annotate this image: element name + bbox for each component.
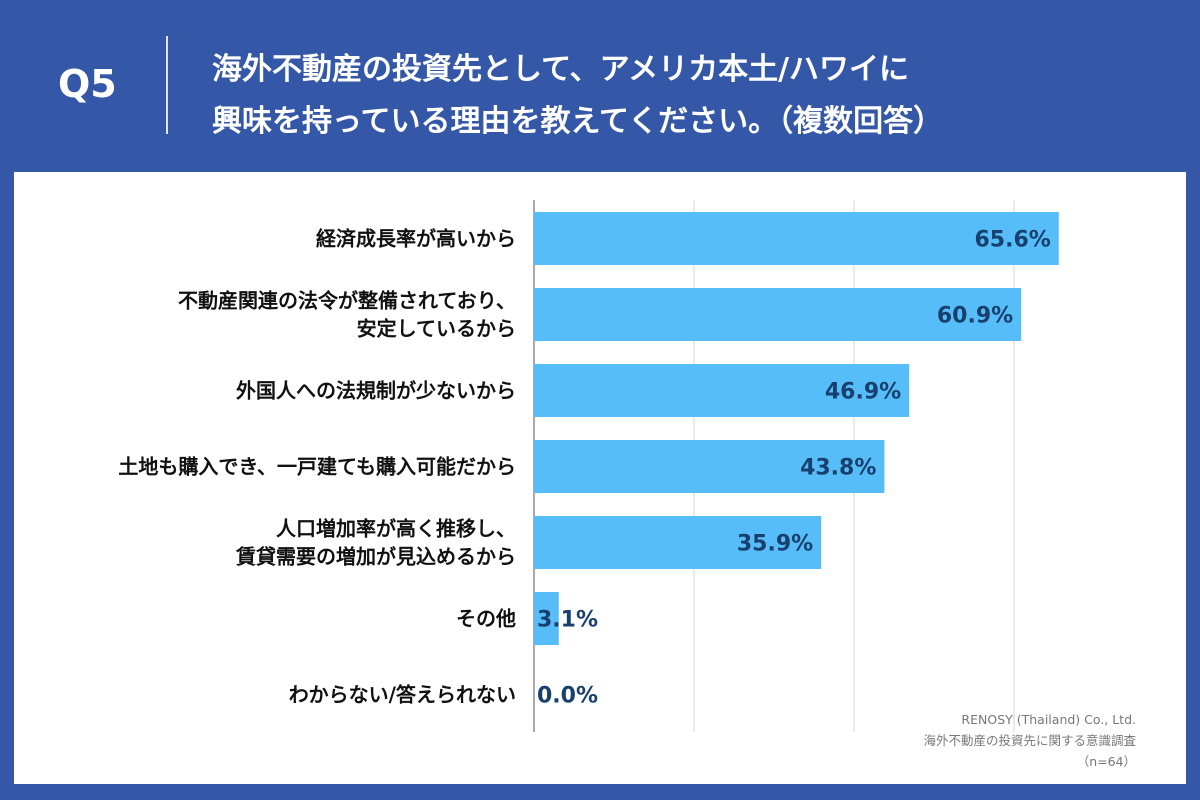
bar-value-label: 35.9%: [737, 532, 813, 557]
bar-value-label: 46.9%: [825, 380, 901, 405]
question-title-line1: 海外不動産の投資先として、アメリカ本土/ハワイに: [212, 52, 910, 87]
source-note: RENOSY (Thailand) Co., Ltd. 海外不動産の投資先に関す…: [923, 709, 1136, 772]
bar-value-label: 3.1%: [537, 608, 598, 633]
source-sample: （n=64）: [1076, 754, 1136, 769]
bar-value-label: 0.0%: [537, 684, 598, 709]
source-survey: 海外不動産の投資先に関する意識調査: [923, 733, 1136, 748]
bar: [534, 288, 1022, 341]
category-label: その他: [456, 607, 516, 631]
category-label: 経済成長率が高いから: [316, 227, 516, 251]
category-label: 不動産関連の法令が整備されており、安定しているから: [178, 289, 516, 341]
bar: [534, 212, 1059, 265]
bar: [534, 516, 822, 569]
bar: [534, 364, 910, 417]
bar-value-label: 43.8%: [800, 456, 876, 481]
category-label: 外国人への法規制が少ないから: [236, 379, 516, 403]
chart-panel: 65.6% 経済成長率が高いから 60.9% 不動産関連の法令が整備されており、安定し…: [14, 172, 1186, 784]
header: Q5 海外不動産の投資先として、アメリカ本土/ハワイに 興味を持っている理由を教…: [0, 0, 1200, 170]
header-divider: [166, 36, 168, 134]
category-label: わからない/答えられない: [289, 683, 516, 707]
bar-chart: 65.6% 経済成長率が高いから 60.9% 不動産関連の法令が整備されており、安定し…: [118, 200, 1059, 732]
source-company: RENOSY (Thailand) Co., Ltd.: [961, 712, 1136, 727]
category-label: 土地も購入でき、一戸建ても購入可能だから: [118, 455, 516, 479]
bar-value-label: 60.9%: [937, 304, 1013, 329]
bar-value-label: 65.6%: [974, 228, 1050, 253]
question-title-line2: 興味を持っている理由を教えてください。（複数回答）: [212, 104, 944, 139]
question-number: Q5: [58, 62, 117, 106]
category-label: 人口増加率が高く推移し、賃貸需要の増加が見込めるから: [235, 517, 516, 569]
bar: [534, 440, 885, 493]
bar: [534, 592, 559, 645]
